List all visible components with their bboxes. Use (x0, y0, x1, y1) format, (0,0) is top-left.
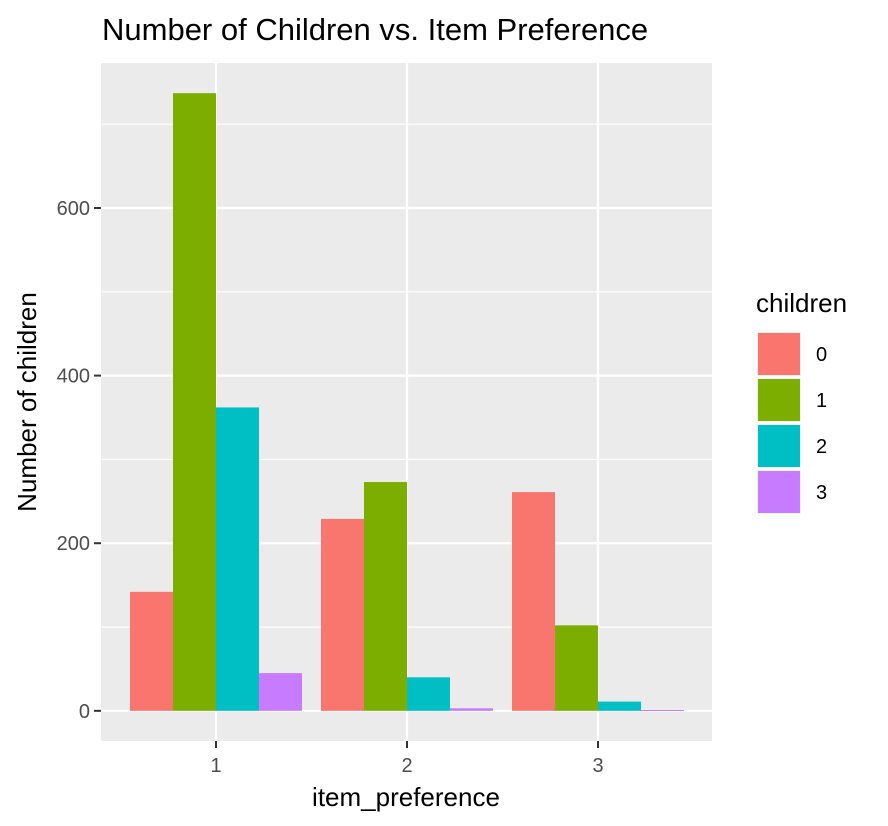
bar-series-1-cat-3 (555, 625, 598, 711)
y-tick-label: 0 (79, 701, 90, 723)
bar-series-2-cat-1 (216, 407, 259, 711)
chart-title: Number of Children vs. Item Preference (102, 12, 648, 47)
legend-swatch-3 (758, 471, 800, 513)
x-tick-label: 2 (401, 755, 412, 777)
bar-series-3-cat-1 (259, 673, 302, 711)
bar-series-2-cat-2 (407, 677, 450, 711)
x-axis-label: item_preference (312, 782, 500, 812)
legend-swatch-2 (758, 425, 800, 467)
legend-swatch-0 (758, 333, 800, 375)
x-tick-label: 1 (210, 755, 221, 777)
bar-series-0-cat-2 (321, 518, 364, 711)
legend-label: 0 (816, 344, 827, 366)
bar-series-0-cat-3 (512, 492, 555, 711)
legend: children 0 1 2 3 (756, 288, 847, 514)
legend-label: 3 (816, 482, 827, 504)
y-tick-label: 200 (57, 533, 90, 555)
legend-swatch-1 (758, 379, 800, 421)
x-tick-label: 3 (592, 755, 603, 777)
legend-label: 2 (816, 436, 827, 458)
bar-series-0-cat-1 (130, 591, 173, 711)
bar-series-3-cat-2 (450, 708, 493, 711)
bar-series-1-cat-2 (364, 482, 407, 711)
bars (130, 93, 684, 711)
legend-title: children (756, 288, 847, 318)
y-tick-label: 600 (57, 198, 90, 220)
bar-series-2-cat-3 (598, 701, 641, 711)
bar-series-3-cat-3 (641, 709, 684, 711)
y-axis: 0 200 400 600 (57, 198, 101, 723)
legend-label: 1 (816, 390, 827, 412)
bar-series-1-cat-1 (173, 93, 216, 711)
y-tick-label: 400 (57, 366, 90, 388)
y-axis-label: Number of children (12, 292, 42, 512)
x-axis: 1 2 3 (210, 741, 604, 777)
